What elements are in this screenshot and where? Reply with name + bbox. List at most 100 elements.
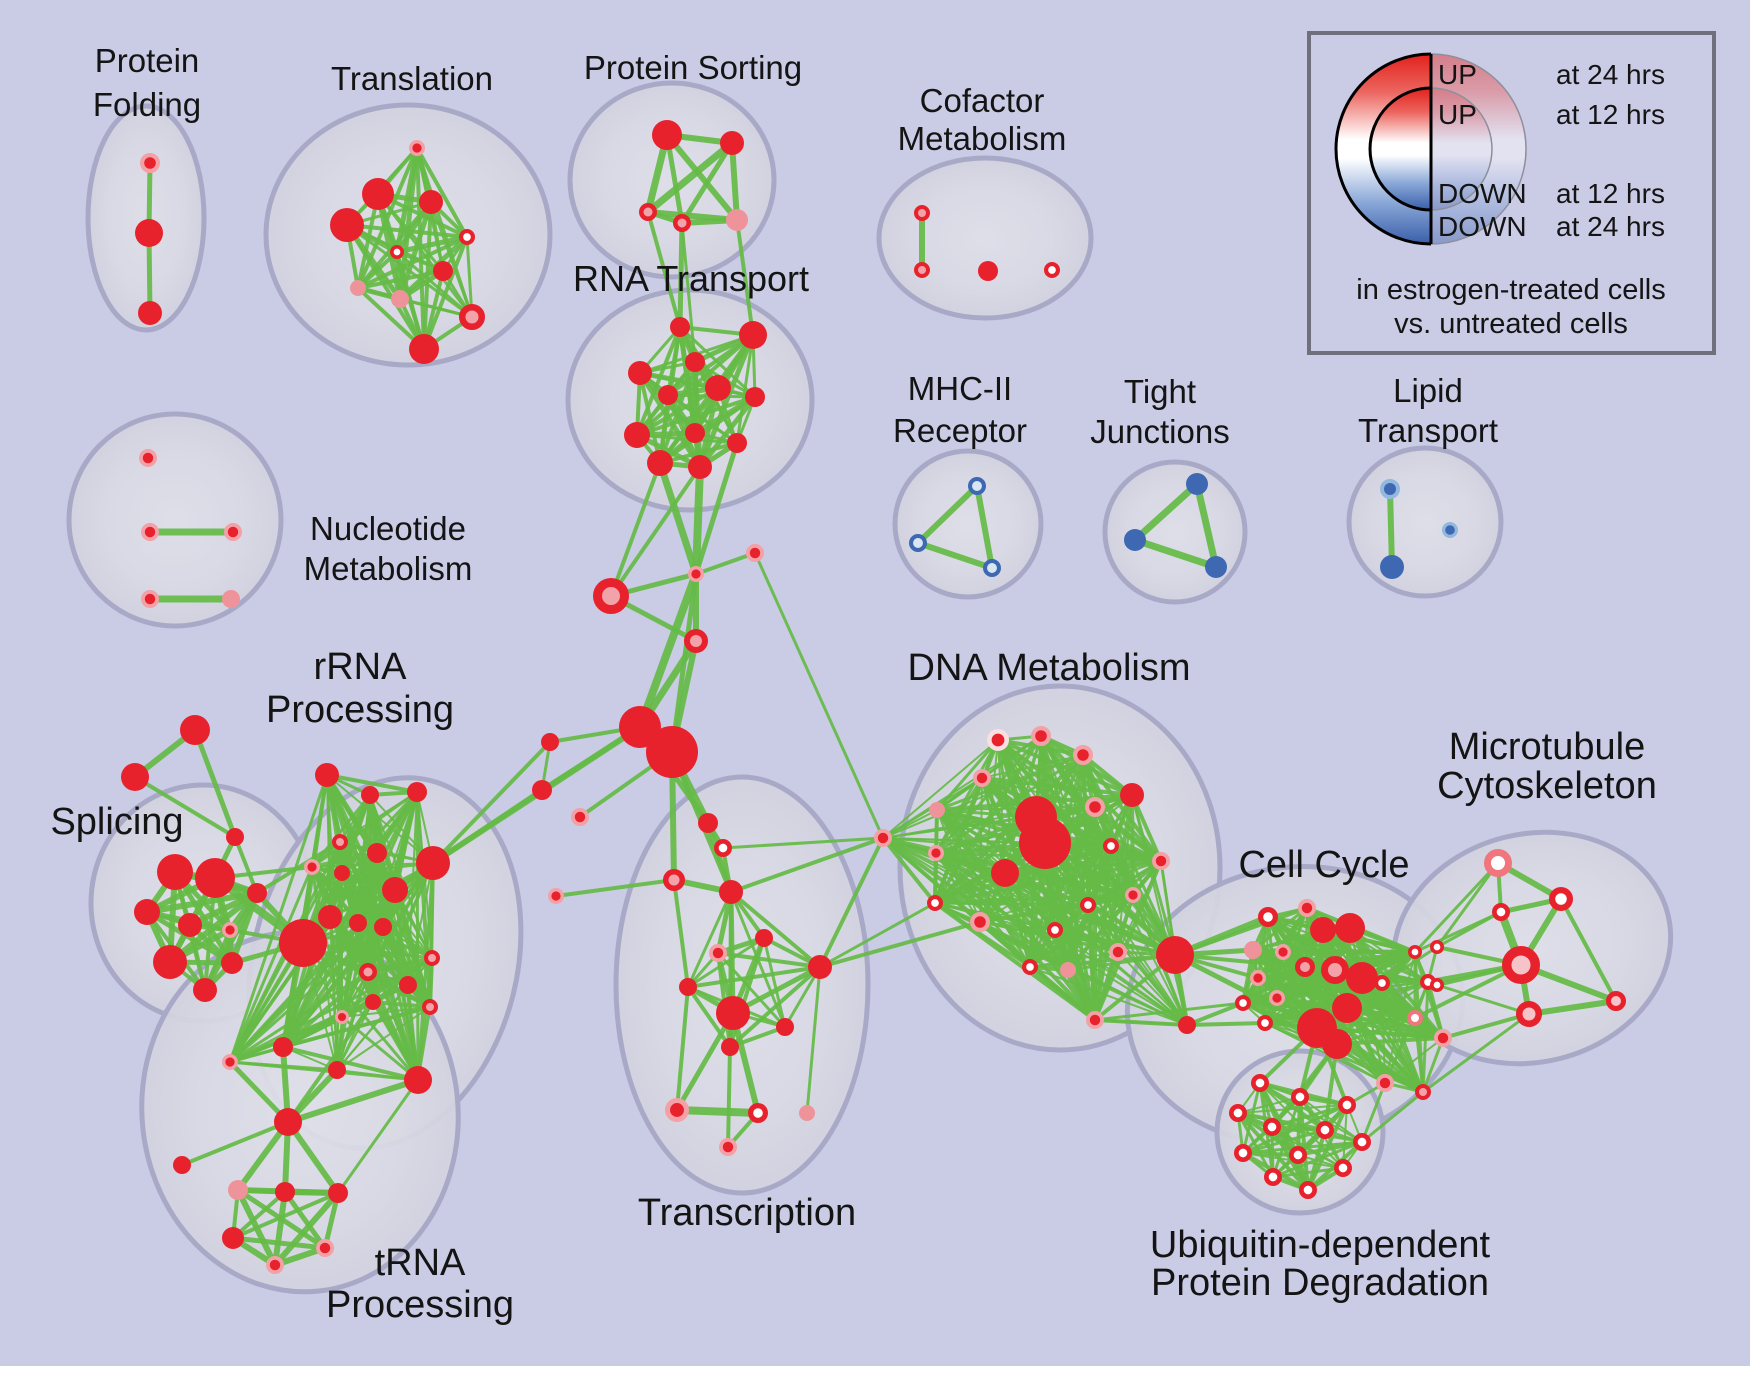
cluster-label-line: Splicing [50, 801, 183, 843]
node-rr18 [422, 999, 438, 1015]
edge [1360, 1090, 1425, 1144]
edge [1173, 953, 1307, 969]
edge [285, 1077, 421, 1125]
edge [1054, 929, 1188, 1026]
legend-direction-label-3: DOWN [1438, 211, 1527, 242]
node-tn7 [316, 1239, 335, 1258]
edge [228, 956, 434, 1064]
edge [1380, 945, 1439, 985]
edge [882, 816, 1037, 839]
edge [936, 806, 1096, 811]
edge [1029, 966, 1188, 1026]
edge [1093, 950, 1120, 1022]
edge [730, 1010, 761, 1116]
edge [301, 941, 420, 1082]
node-pf1 [140, 153, 161, 174]
legend-inner-arc-left [1368, 86, 1432, 212]
node-h1 [593, 578, 629, 614]
node-cc19 [1415, 1084, 1431, 1100]
node-ts1 [698, 813, 718, 833]
node-t9 [391, 290, 409, 308]
cluster-label-rna-transport: RNA Transport [573, 258, 809, 299]
node-rr1 [315, 763, 339, 787]
node-d6 [1120, 783, 1144, 807]
edge [1384, 1017, 1416, 1084]
edge [1335, 1042, 1425, 1094]
node-f3 [226, 828, 244, 846]
edge [934, 851, 1135, 897]
edge [1067, 969, 1188, 1026]
edge [692, 463, 704, 578]
node-u1 [1250, 1073, 1269, 1092]
node-cc10 [1234, 995, 1251, 1012]
cluster-label-line: MHC-II [908, 370, 1012, 407]
cluster-label-line: Folding [93, 86, 201, 123]
node-n1 [138, 449, 157, 468]
node-h5b [646, 726, 698, 778]
edge [979, 921, 1188, 1026]
node-d22 [1156, 936, 1194, 974]
node-d21 [1109, 943, 1128, 962]
node-u4 [1228, 1103, 1247, 1122]
node-rr20 [404, 1066, 432, 1094]
node-cc5 [1275, 943, 1292, 960]
cluster-label-splicing: Splicing [50, 801, 183, 843]
edge [281, 1045, 420, 1082]
node-cc7 [1250, 969, 1267, 986]
edge [882, 837, 1112, 847]
node-t4 [330, 208, 364, 242]
edge [310, 790, 419, 869]
node-r1 [670, 317, 690, 337]
node-s1 [652, 120, 682, 150]
node-d13 [927, 844, 944, 861]
node-cc14 [1407, 945, 1422, 960]
edge [721, 836, 885, 850]
edge [1435, 861, 1500, 949]
node-tn5 [328, 1183, 348, 1203]
edge [881, 836, 937, 905]
edge [1413, 861, 1500, 954]
node-tn4 [275, 1182, 295, 1202]
edge [1387, 486, 1395, 570]
edge [366, 970, 420, 1082]
node-d20 [1060, 962, 1076, 978]
cluster-ellipse-nucleotide-metabolism [66, 411, 284, 629]
edge [679, 140, 735, 226]
edge [980, 776, 1134, 797]
edge [915, 483, 980, 546]
node-rr7 [416, 846, 450, 880]
node-u8 [1233, 1143, 1252, 1162]
node-d24 [1178, 1016, 1196, 1034]
node-rr15 [359, 963, 377, 981]
node-d1 [986, 728, 1009, 751]
node-ts7 [709, 944, 728, 963]
node-t7 [433, 261, 453, 281]
node-u10 [1333, 1158, 1352, 1177]
edge [635, 325, 682, 437]
edge [406, 983, 420, 1082]
node-mt8 [1516, 1001, 1542, 1027]
edge [1384, 1037, 1444, 1084]
node-cc2 [1298, 899, 1317, 918]
node-l2 [1380, 555, 1404, 579]
edge [554, 878, 676, 898]
cluster-label-line: Cell Cycle [1238, 844, 1409, 886]
node-cc3b [1335, 913, 1365, 943]
edge [336, 872, 343, 1071]
node-cc13 [1373, 975, 1390, 992]
node-s5 [726, 209, 748, 231]
cluster-label-cell-cycle: Cell Cycle [1238, 844, 1409, 886]
edge [356, 200, 433, 290]
nodes [121, 120, 1626, 1275]
cluster-label-line: Receptor [893, 412, 1027, 449]
node-cc9 [1269, 989, 1286, 1006]
edge [1131, 536, 1220, 571]
legend-time-label-2: at 12 hrs [1556, 178, 1665, 209]
node-r12 [688, 455, 712, 479]
edge [1413, 963, 1523, 1020]
edge [228, 970, 370, 1064]
edge [1559, 897, 1618, 1003]
node-sp7 [193, 978, 217, 1002]
node-s3 [639, 203, 657, 221]
